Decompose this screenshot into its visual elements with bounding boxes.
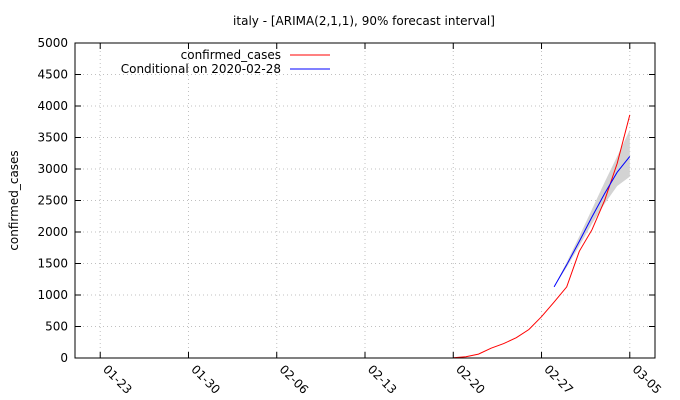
legend-label: confirmed_cases	[181, 48, 281, 62]
y-axis-title: confirmed_cases	[7, 150, 21, 250]
y-tick-label: 0	[60, 351, 68, 365]
x-tick-label: 01-23	[100, 362, 135, 397]
legend-label: Conditional on 2020-02-28	[121, 62, 281, 76]
y-tick-label: 4500	[37, 68, 68, 82]
y-tick-label: 500	[45, 320, 68, 334]
x-tick-label: 02-27	[541, 362, 576, 397]
y-tick-label: 3500	[37, 131, 68, 145]
grid-lines	[75, 43, 655, 358]
y-tick-label: 1500	[37, 257, 68, 271]
y-tick-label: 2500	[37, 194, 68, 208]
series-line-confirmed-cases	[453, 114, 631, 359]
y-tick-label: 5000	[37, 36, 68, 50]
series-lines	[453, 114, 631, 359]
x-axis-ticks: 01-23 01-30 02-06 02-13 02-20 02-27 03-05	[99, 43, 665, 397]
chart-title: italy - [ARIMA(2,1,1), 90% forecast inte…	[233, 14, 495, 28]
y-tick-label: 1000	[37, 288, 68, 302]
y-axis-ticks: 0 500 1000 1500 2000 2500 3000 3500 4000 4500 5000	[37, 36, 655, 365]
x-tick-label: 02-06	[277, 362, 312, 397]
series-line-conditional-forecast	[553, 156, 631, 288]
x-tick-label: 02-13	[365, 362, 400, 397]
y-tick-label: 3000	[37, 162, 68, 176]
y-tick-label: 2000	[37, 225, 68, 239]
x-tick-label: 02-20	[453, 362, 488, 397]
y-tick-label: 4000	[37, 99, 68, 113]
x-tick-label: 01-30	[188, 362, 223, 397]
x-tick-label: 03-05	[630, 362, 665, 397]
